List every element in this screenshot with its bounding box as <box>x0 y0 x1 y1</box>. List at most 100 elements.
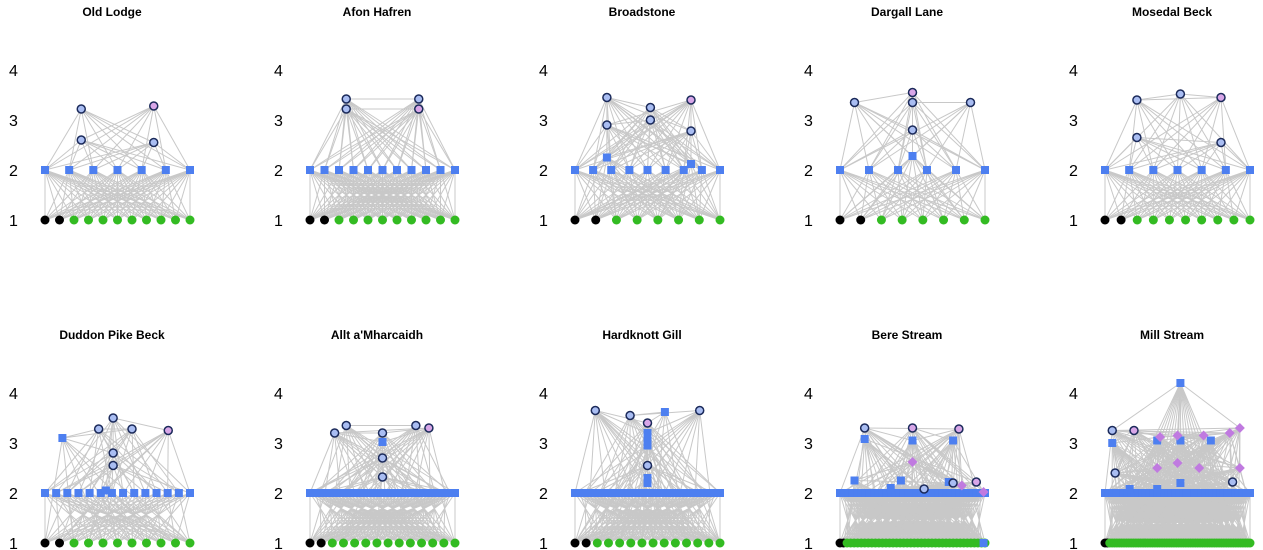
basal-green-node <box>648 538 658 548</box>
square-node <box>421 489 429 497</box>
edge <box>881 169 986 221</box>
edge <box>629 415 661 494</box>
y-tick-label: 4 <box>1069 386 1078 403</box>
edge <box>589 410 701 494</box>
basal-green-node <box>876 215 886 225</box>
square-node <box>942 489 951 497</box>
edge <box>1180 382 1241 429</box>
y-tick-label: 2 <box>9 486 18 503</box>
square-node <box>891 489 900 497</box>
edge <box>418 98 456 171</box>
square-node <box>331 489 339 497</box>
edge <box>68 105 155 171</box>
edge <box>144 430 169 494</box>
edge <box>1201 467 1241 494</box>
square-node <box>41 489 49 497</box>
edge <box>912 92 957 171</box>
edge <box>309 492 356 544</box>
edge <box>440 169 456 221</box>
square-node <box>63 489 72 497</box>
square-node <box>1125 485 1134 493</box>
edge <box>912 102 971 157</box>
edge <box>1136 93 1181 101</box>
edge <box>354 492 456 544</box>
basal-green-node <box>407 215 416 225</box>
edge <box>81 108 191 171</box>
edge <box>1104 169 1251 221</box>
edge <box>55 492 118 544</box>
edge <box>897 169 903 221</box>
edge <box>117 169 143 221</box>
basal-green-node <box>693 538 703 548</box>
edge <box>1240 492 1251 544</box>
y-tick-label: 2 <box>1069 163 1078 180</box>
edge <box>409 492 416 544</box>
edge <box>1104 99 1138 171</box>
edge <box>931 492 986 544</box>
square-node <box>361 489 369 497</box>
edge <box>683 169 721 221</box>
square-node <box>938 489 947 497</box>
square-node <box>643 429 652 437</box>
edge <box>1120 169 1251 221</box>
edge <box>382 427 430 443</box>
edge <box>1177 93 1181 171</box>
circle-node <box>76 104 86 114</box>
circle-node <box>108 448 118 458</box>
edge <box>880 169 899 221</box>
edge <box>596 492 611 544</box>
square-node <box>451 166 459 174</box>
edge <box>354 492 426 544</box>
edge <box>1179 382 1211 544</box>
edge <box>1201 169 1251 221</box>
edge <box>1159 436 1229 494</box>
y-tick-label: 3 <box>274 113 283 130</box>
edge <box>80 139 94 171</box>
edge <box>338 169 456 221</box>
edge <box>160 169 191 221</box>
circle-node <box>329 428 340 438</box>
edge <box>382 169 456 221</box>
edge <box>690 163 721 221</box>
top-predator-node <box>1216 92 1226 103</box>
square-node <box>1176 436 1185 445</box>
edge <box>131 428 180 494</box>
edges <box>574 410 721 544</box>
edge <box>1238 427 1241 494</box>
edge <box>868 169 924 221</box>
basal-green-node <box>1229 215 1239 225</box>
edge <box>1111 488 1131 544</box>
edge <box>88 490 107 544</box>
edge <box>1149 427 1241 494</box>
y-tick-label: 3 <box>274 436 283 453</box>
edge <box>382 108 420 171</box>
edge <box>694 410 701 494</box>
y-tick-label: 2 <box>539 486 548 503</box>
top-predator-node <box>971 477 982 487</box>
top-predator-node <box>642 418 653 428</box>
circle-node <box>1107 425 1117 436</box>
edge <box>102 169 191 221</box>
edge <box>432 492 436 544</box>
edge <box>1104 169 1130 221</box>
edge <box>912 92 986 171</box>
edge <box>1104 427 1241 494</box>
basal-green-node <box>327 538 337 548</box>
circle-node <box>341 94 351 104</box>
square-node <box>451 489 459 497</box>
edge <box>839 169 903 221</box>
edge <box>1190 467 1200 494</box>
square-node <box>571 489 579 497</box>
square-node <box>853 489 862 497</box>
diamond-node <box>1234 423 1245 433</box>
y-tick-label: 4 <box>9 386 18 403</box>
edge <box>131 169 167 221</box>
edge <box>839 169 882 221</box>
square-node <box>581 489 589 497</box>
square-node <box>860 435 869 443</box>
edge <box>55 465 114 494</box>
edge <box>1193 427 1241 494</box>
y-tick-label: 1 <box>274 213 283 230</box>
edge <box>44 169 118 221</box>
edge <box>611 169 721 221</box>
